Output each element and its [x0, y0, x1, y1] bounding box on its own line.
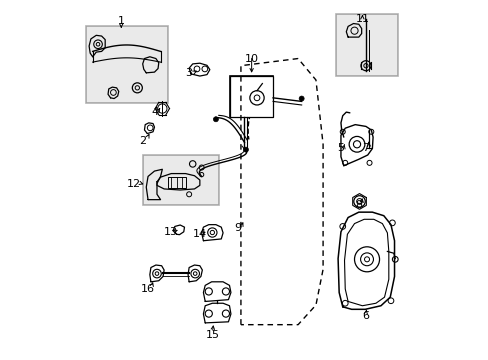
- Circle shape: [299, 96, 304, 101]
- Text: 3: 3: [185, 68, 192, 78]
- Text: 13: 13: [164, 227, 178, 237]
- Text: 14: 14: [192, 229, 206, 239]
- Bar: [230, 76, 272, 117]
- Text: 2: 2: [139, 136, 146, 146]
- Bar: [142, 155, 219, 205]
- Text: 11: 11: [355, 14, 368, 24]
- Text: 9: 9: [233, 223, 241, 233]
- Bar: [85, 26, 167, 103]
- Text: 12: 12: [126, 179, 141, 189]
- Circle shape: [213, 117, 218, 122]
- Text: 15: 15: [205, 330, 219, 341]
- Text: 10: 10: [244, 54, 258, 64]
- Bar: [335, 14, 397, 76]
- Text: 1: 1: [118, 16, 124, 26]
- Bar: [85, 26, 167, 103]
- Text: 7: 7: [362, 143, 369, 153]
- Bar: [230, 76, 272, 117]
- Bar: [167, 177, 185, 188]
- Text: 5: 5: [337, 143, 344, 153]
- Circle shape: [243, 147, 248, 152]
- Bar: [335, 14, 397, 76]
- Bar: [142, 155, 219, 205]
- Bar: [230, 76, 272, 117]
- Text: 16: 16: [141, 284, 155, 294]
- Bar: [85, 26, 167, 103]
- Text: 4: 4: [151, 107, 159, 117]
- Bar: [335, 14, 397, 76]
- Bar: [142, 155, 219, 205]
- Text: 8: 8: [354, 200, 362, 210]
- Text: 6: 6: [362, 311, 369, 321]
